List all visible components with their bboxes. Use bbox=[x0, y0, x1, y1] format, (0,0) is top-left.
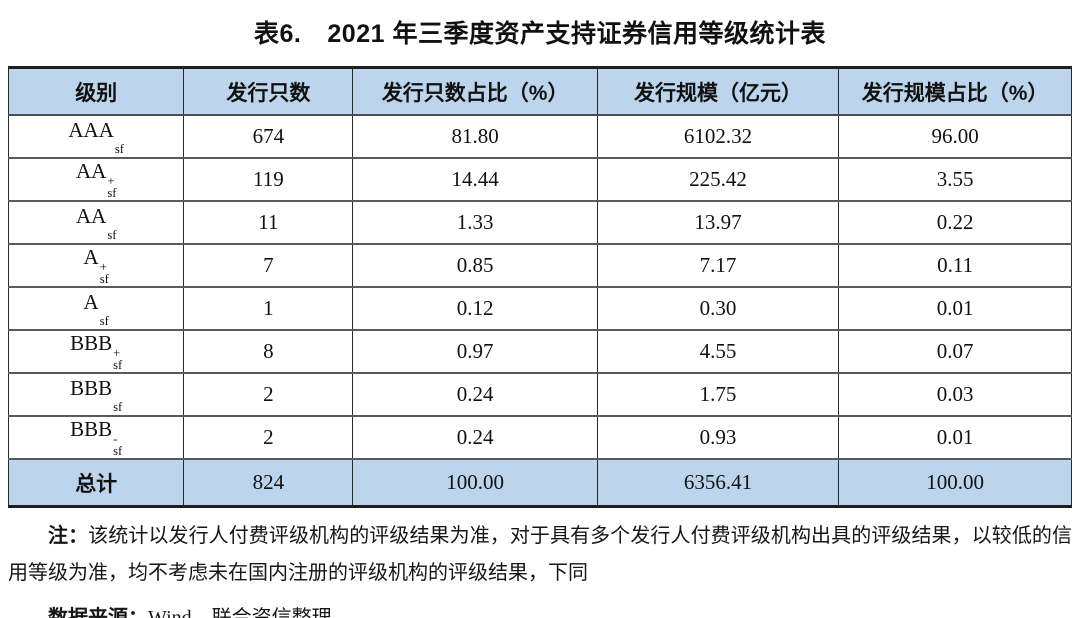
level-cell: AA + sf bbox=[7, 158, 185, 202]
level-cell: BBB - sf bbox=[7, 416, 185, 460]
scale-cell: 6102.32 bbox=[596, 115, 840, 159]
table-row: AA + sf 119 14.44 225.42 3.55 bbox=[7, 158, 1072, 202]
rating-stats-table: 级别 发行只数 发行只数占比（%） 发行规模（亿元） 发行规模占比（%） AAA… bbox=[7, 66, 1072, 508]
scale-pct-cell: 0.01 bbox=[838, 416, 1072, 460]
header-issue-scale-pct: 发行规模占比（%） bbox=[838, 67, 1072, 116]
scale-cell: 7.17 bbox=[596, 244, 840, 288]
level-cell: AA sf bbox=[7, 201, 185, 245]
scale-cell: 225.42 bbox=[596, 158, 840, 202]
scale-pct-cell: 3.55 bbox=[838, 158, 1072, 202]
scale-cell: 13.97 bbox=[596, 201, 840, 245]
table-row: AA sf 11 1.33 13.97 0.22 bbox=[7, 201, 1072, 245]
total-label: 总计 bbox=[7, 458, 185, 507]
table-row: BBB + sf 8 0.97 4.55 0.07 bbox=[7, 330, 1072, 374]
level-cell: AAA sf bbox=[7, 115, 185, 159]
scale-pct-cell: 0.01 bbox=[838, 287, 1072, 331]
level-supsub: sf bbox=[114, 141, 124, 156]
scale-pct-cell: 0.11 bbox=[838, 244, 1072, 288]
table-title: 表6. 2021 年三季度资产支持证券信用等级统计表 bbox=[8, 14, 1072, 50]
count-cell: 119 bbox=[183, 158, 354, 202]
count-pct-cell: 0.97 bbox=[352, 330, 598, 374]
count-pct-cell: 1.33 bbox=[352, 201, 598, 245]
header-issue-count: 发行只数 bbox=[183, 67, 354, 116]
count-cell: 2 bbox=[183, 373, 354, 417]
level-cell: BBB sf bbox=[7, 373, 185, 417]
note-label: 注： bbox=[48, 525, 89, 547]
count-cell: 2 bbox=[183, 416, 354, 460]
total-scale: 6356.41 bbox=[596, 458, 840, 507]
level-supsub: sf bbox=[99, 313, 109, 328]
count-pct-cell: 0.12 bbox=[352, 287, 598, 331]
total-row: 总计 824 100.00 6356.41 100.00 bbox=[7, 458, 1072, 507]
table-row: BBB - sf 2 0.24 0.93 0.01 bbox=[7, 416, 1072, 460]
count-cell: 674 bbox=[183, 115, 354, 159]
source-paragraph: 数据来源：Wind，联合资信整理 bbox=[8, 600, 1072, 618]
count-pct-cell: 14.44 bbox=[352, 158, 598, 202]
note-text: 该统计以发行人付费评级机构的评级结果为准，对于具有多个发行人付费评级机构出具的评… bbox=[8, 525, 1073, 584]
count-cell: 7 bbox=[183, 244, 354, 288]
count-pct-cell: 0.24 bbox=[352, 416, 598, 460]
table-row: AAA sf 674 81.80 6102.32 96.00 bbox=[7, 115, 1072, 159]
level-supsub: + sf bbox=[99, 259, 109, 287]
count-pct-cell: 81.80 bbox=[352, 115, 598, 159]
level-cell: BBB + sf bbox=[7, 330, 185, 374]
scale-pct-cell: 0.07 bbox=[838, 330, 1072, 374]
note-paragraph: 注：该统计以发行人付费评级机构的评级结果为准，对于具有多个发行人付费评级机构出具… bbox=[8, 518, 1072, 592]
level-cell: A + sf bbox=[7, 244, 185, 288]
total-count-pct: 100.00 bbox=[352, 458, 598, 507]
total-scale-pct: 100.00 bbox=[838, 458, 1072, 507]
total-count: 824 bbox=[183, 458, 354, 507]
scale-cell: 4.55 bbox=[596, 330, 840, 374]
source-text: Wind，联合资信整理 bbox=[148, 607, 332, 618]
table-notes: 注：该统计以发行人付费评级机构的评级结果为准，对于具有多个发行人付费评级机构出具… bbox=[8, 518, 1072, 618]
scale-cell: 0.30 bbox=[596, 287, 840, 331]
scale-cell: 1.75 bbox=[596, 373, 840, 417]
count-cell: 8 bbox=[183, 330, 354, 374]
count-cell: 11 bbox=[183, 201, 354, 245]
scale-pct-cell: 0.03 bbox=[838, 373, 1072, 417]
count-pct-cell: 0.24 bbox=[352, 373, 598, 417]
table-title-number: 表6. bbox=[254, 20, 302, 48]
table-body: AAA sf 674 81.80 6102.32 96.00 AA + sf 119 … bbox=[7, 115, 1072, 507]
scale-cell: 0.93 bbox=[596, 416, 840, 460]
header-issue-scale: 发行规模（亿元） bbox=[596, 67, 840, 116]
table-title-text: 2021 年三季度资产支持证券信用等级统计表 bbox=[327, 20, 826, 48]
source-label: 数据来源： bbox=[48, 607, 148, 618]
count-pct-cell: 0.85 bbox=[352, 244, 598, 288]
level-supsub: sf bbox=[107, 227, 117, 242]
header-level: 级别 bbox=[7, 67, 185, 116]
count-cell: 1 bbox=[183, 287, 354, 331]
level-supsub: + sf bbox=[113, 345, 123, 373]
scale-pct-cell: 96.00 bbox=[838, 115, 1072, 159]
table-row: BBB sf 2 0.24 1.75 0.03 bbox=[7, 373, 1072, 417]
header-row: 级别 发行只数 发行只数占比（%） 发行规模（亿元） 发行规模占比（%） bbox=[7, 67, 1072, 116]
level-supsub: sf bbox=[113, 399, 123, 414]
level-supsub: + sf bbox=[107, 173, 117, 201]
header-issue-count-pct: 发行只数占比（%） bbox=[352, 67, 598, 116]
table-row: A + sf 7 0.85 7.17 0.11 bbox=[7, 244, 1072, 288]
table-header: 级别 发行只数 发行只数占比（%） 发行规模（亿元） 发行规模占比（%） bbox=[7, 67, 1072, 116]
scale-pct-cell: 0.22 bbox=[838, 201, 1072, 245]
level-supsub: - sf bbox=[113, 431, 123, 459]
